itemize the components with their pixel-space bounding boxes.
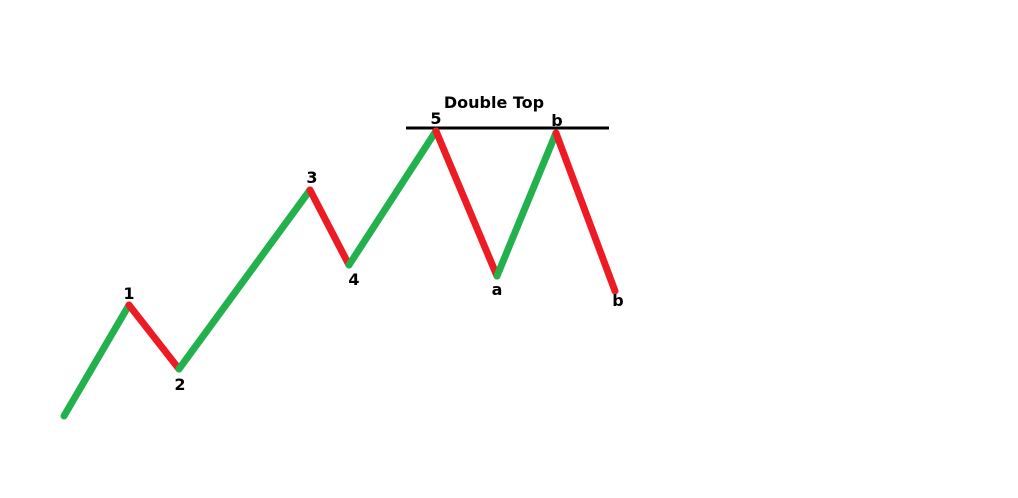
wave-segment-down-4 — [306, 186, 353, 269]
wave-segments — [60, 127, 619, 420]
wave-label-2: 2 — [174, 375, 185, 394]
wave-segment-up-7 — [493, 129, 560, 280]
wave-label-1: 1 — [123, 284, 134, 303]
wave-segment-up-1 — [60, 301, 133, 420]
wave-label-4: 4 — [348, 270, 359, 289]
wave-segment-down-2 — [125, 301, 183, 373]
wave-label-b-end: b — [612, 291, 623, 310]
wave-segment-up-5 — [345, 127, 440, 269]
wave-segment-up-3 — [175, 186, 314, 373]
wave-label-a: a — [492, 280, 503, 299]
diagram-title: Double Top — [444, 93, 544, 112]
wave-label-3: 3 — [306, 168, 317, 187]
wave-label-b-top: b — [551, 111, 562, 130]
wave-segment-down-8 — [552, 129, 619, 295]
wave-segment-down-6 — [432, 127, 501, 280]
wave-label-5: 5 — [430, 109, 441, 128]
